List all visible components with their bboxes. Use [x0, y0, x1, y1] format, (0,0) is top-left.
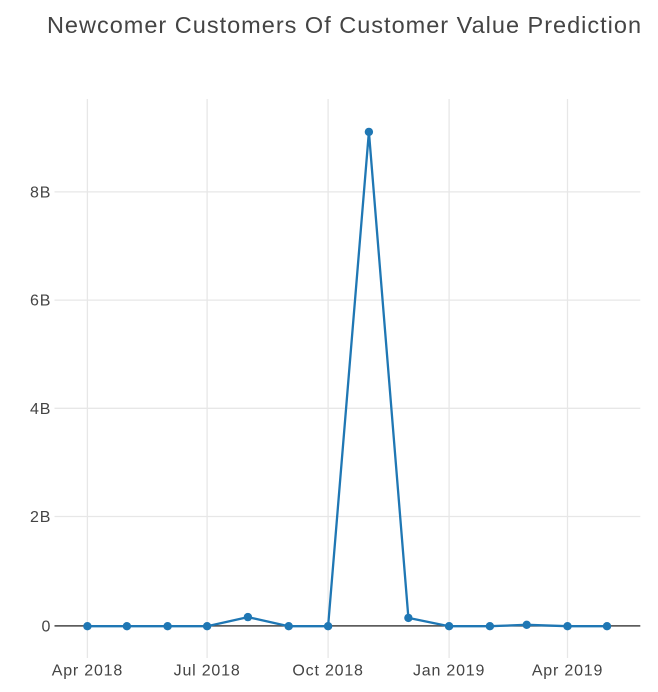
svg-text:6B: 6B: [30, 293, 51, 310]
svg-text:Jul 2018: Jul 2018: [174, 663, 241, 680]
svg-text:Oct 2018: Oct 2018: [292, 663, 363, 680]
svg-text:4B: 4B: [30, 401, 51, 418]
svg-text:Newcomer Customers Of Customer: Newcomer Customers Of Customer Value Pre…: [47, 12, 642, 38]
svg-text:8B: 8B: [30, 185, 51, 202]
svg-text:Jan 2019: Jan 2019: [413, 663, 485, 680]
svg-text:2B: 2B: [30, 509, 51, 526]
svg-text:Apr 2018: Apr 2018: [52, 663, 123, 680]
svg-text:0: 0: [41, 619, 51, 636]
svg-text:Apr 2019: Apr 2019: [532, 663, 603, 680]
